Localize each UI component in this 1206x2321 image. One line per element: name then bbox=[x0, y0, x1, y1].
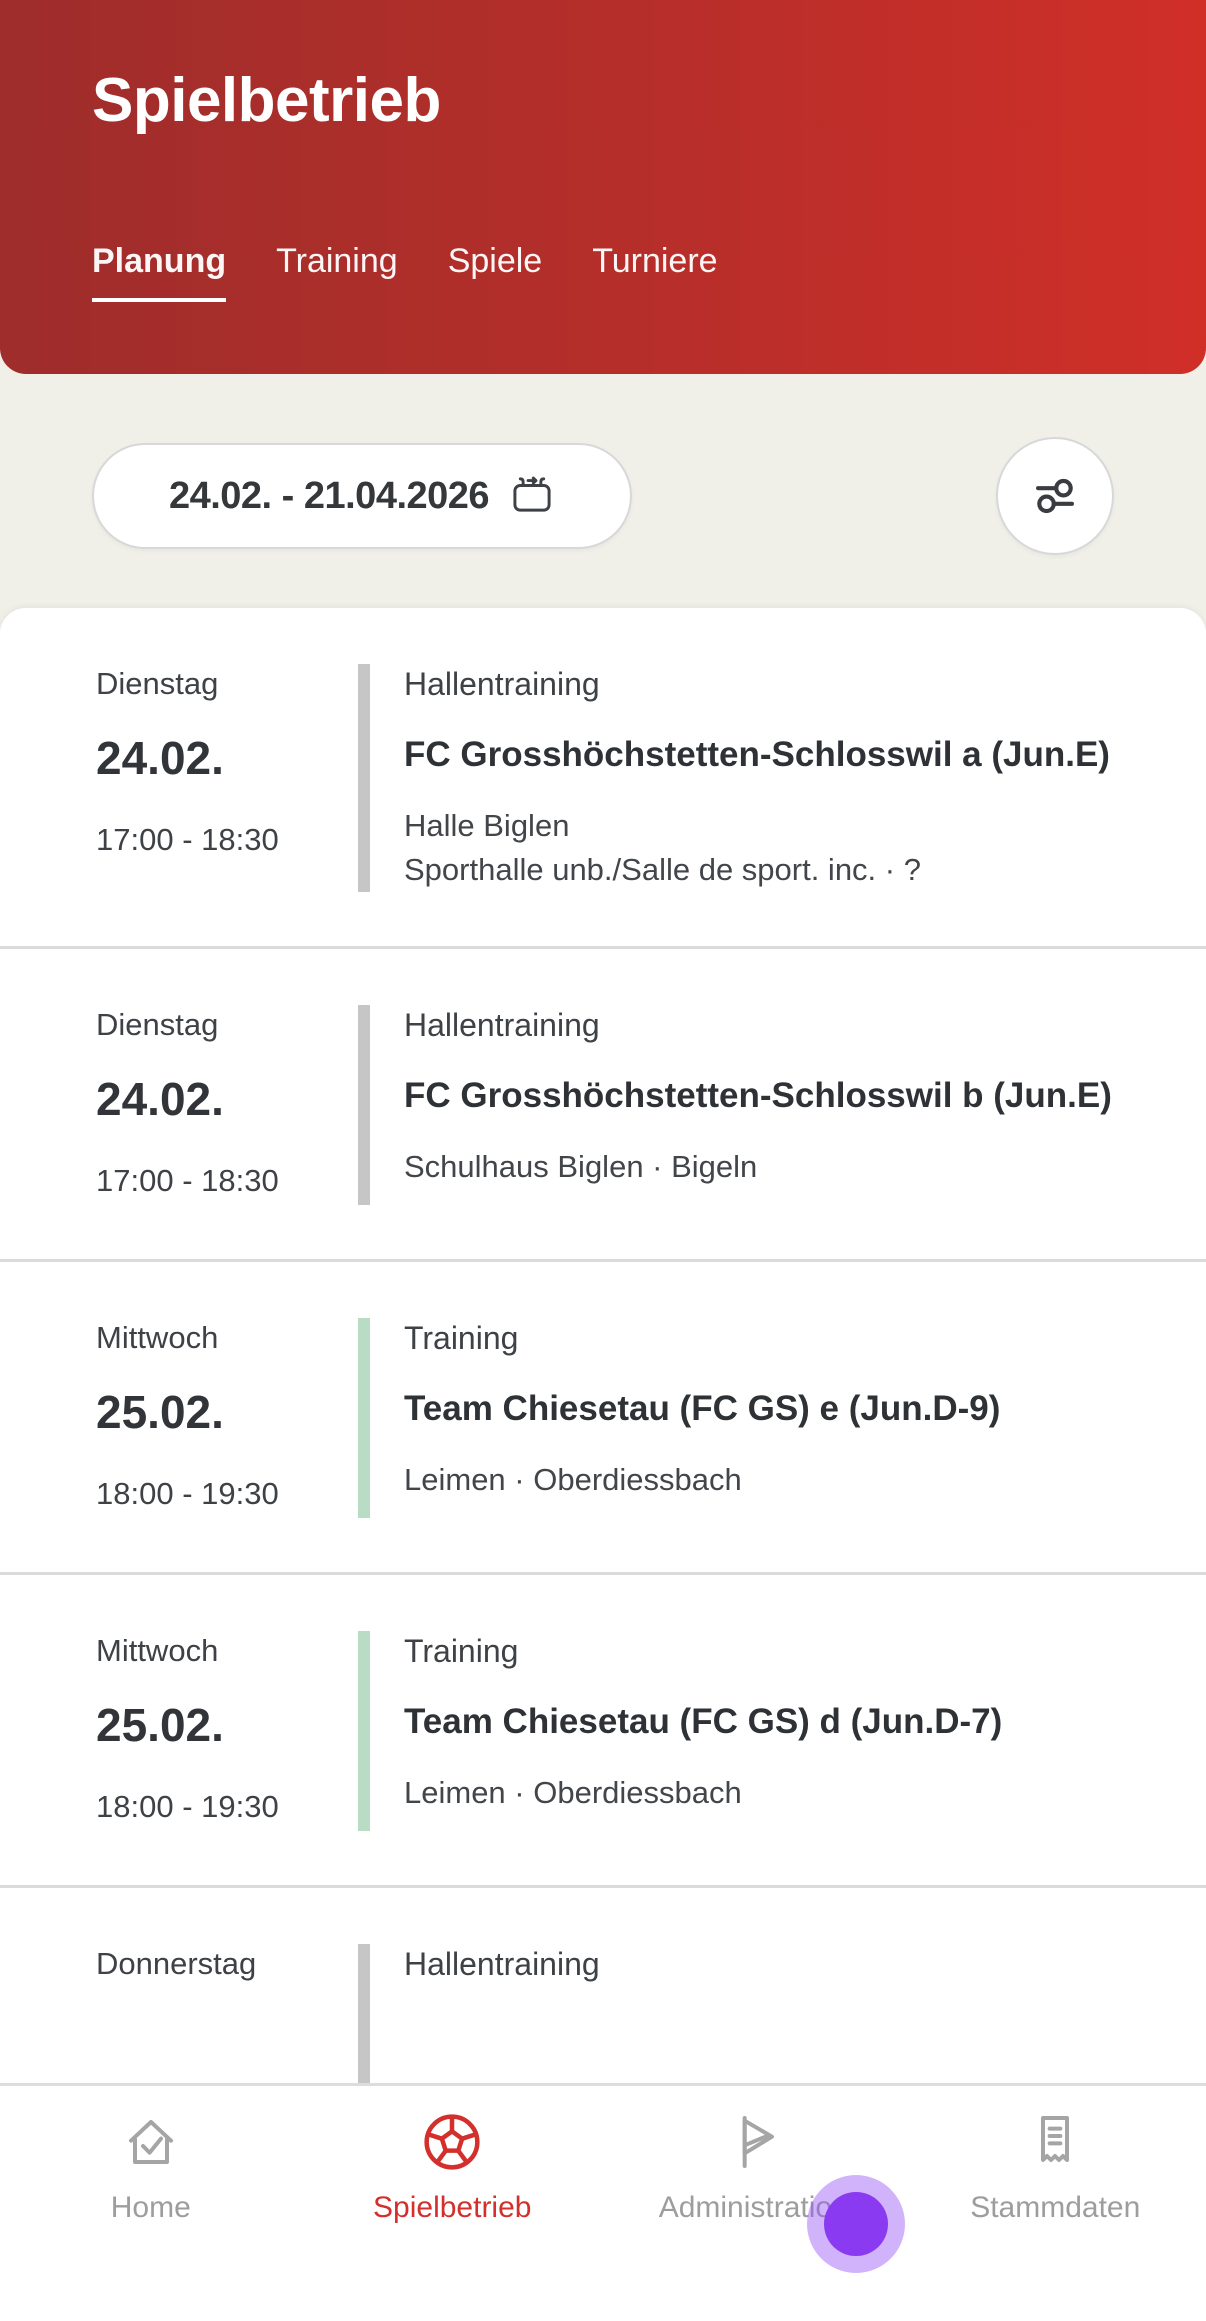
event-row[interactable]: Dienstag 24.02. 17:00 - 18:30 Hallentrai… bbox=[0, 608, 1206, 949]
tab-bar: Planung Training Spiele Turniere bbox=[92, 240, 1114, 302]
nav-item-stammdaten[interactable]: Stammdaten bbox=[905, 2086, 1206, 2321]
event-type-label: Training bbox=[404, 1633, 519, 1669]
event-title: FC Grosshöchstetten-Schlosswil b (Jun.E) bbox=[404, 1076, 1112, 1115]
date-range-button[interactable]: 24.02. - 21.04.2026 bbox=[92, 443, 632, 549]
event-type-label: Hallentraining bbox=[404, 1007, 600, 1043]
tab-spiele[interactable]: Spiele bbox=[447, 242, 543, 280]
nav-label-spielbetrieb: Spielbetrieb bbox=[373, 2191, 532, 2224]
event-location-detail: Sporthalle unb./Salle de sport. inc. · ? bbox=[404, 852, 921, 887]
pennant-flag-icon bbox=[722, 2110, 786, 2174]
event-day-label: Dienstag bbox=[96, 1007, 219, 1042]
calendar-range-icon bbox=[509, 473, 555, 519]
event-type-bar: Training Team Chiesetau (FC GS) d (Jun.D… bbox=[358, 1631, 1206, 1831]
event-location: Leimen · Oberdiessbach bbox=[404, 1462, 742, 1497]
event-type-bar: Hallentraining FC Grosshöchstetten-Schlo… bbox=[358, 1005, 1206, 1205]
event-type-label: Training bbox=[404, 1320, 519, 1356]
event-day-label: Donnerstag bbox=[96, 1946, 257, 1981]
event-title: Team Chiesetau (FC GS) d (Jun.D-7) bbox=[404, 1702, 1003, 1741]
event-list: Dienstag 24.02. 17:00 - 18:30 Hallentrai… bbox=[0, 608, 1206, 2198]
event-time-label: 17:00 - 18:30 bbox=[96, 822, 279, 857]
event-when: Mittwoch 25.02. 18:00 - 19:30 bbox=[96, 1318, 358, 1514]
tab-turniere[interactable]: Turniere bbox=[592, 242, 718, 280]
event-row[interactable]: Dienstag 24.02. 17:00 - 18:30 Hallentrai… bbox=[0, 949, 1206, 1262]
event-location: Halle Biglen bbox=[404, 808, 570, 843]
filter-button[interactable] bbox=[996, 437, 1114, 555]
event-time-label: 17:00 - 18:30 bbox=[96, 1163, 279, 1198]
event-type-bar: Hallentraining FC Grosshöchstetten-Schlo… bbox=[358, 664, 1206, 892]
tab-training[interactable]: Training bbox=[276, 242, 398, 280]
event-row[interactable]: Mittwoch 25.02. 18:00 - 19:30 Training T… bbox=[0, 1575, 1206, 1888]
event-when: Dienstag 24.02. 17:00 - 18:30 bbox=[96, 1005, 358, 1201]
event-date-label: 25.02. bbox=[96, 1699, 224, 1751]
tune-sliders-icon bbox=[1026, 467, 1084, 525]
event-title: FC Grosshöchstetten-Schlosswil a (Jun.E) bbox=[404, 735, 1110, 774]
bottom-nav: Home Spielbetrieb bbox=[0, 2083, 1206, 2321]
nav-item-home[interactable]: Home bbox=[0, 2086, 302, 2321]
event-date-label: 24.02. bbox=[96, 732, 224, 784]
event-location: Leimen · Oberdiessbach bbox=[404, 1775, 742, 1810]
receipt-icon bbox=[1023, 2110, 1087, 2174]
home-check-icon bbox=[119, 2110, 183, 2174]
nav-label-stammdaten: Stammdaten bbox=[970, 2191, 1141, 2224]
event-type-label: Hallentraining bbox=[404, 1946, 600, 1982]
event-when: Donnerstag bbox=[96, 1944, 358, 1984]
filter-row: 24.02. - 21.04.2026 bbox=[0, 437, 1206, 555]
event-date-label: 25.02. bbox=[96, 1386, 224, 1438]
event-type-label: Hallentraining bbox=[404, 666, 600, 702]
event-title: Team Chiesetau (FC GS) e (Jun.D-9) bbox=[404, 1389, 1001, 1428]
event-when: Mittwoch 25.02. 18:00 - 19:30 bbox=[96, 1631, 358, 1827]
nav-label-administration: Administration bbox=[658, 2191, 849, 2224]
nav-item-spielbetrieb[interactable]: Spielbetrieb bbox=[302, 2086, 604, 2321]
event-row[interactable]: Mittwoch 25.02. 18:00 - 19:30 Training T… bbox=[0, 1262, 1206, 1575]
event-day-label: Mittwoch bbox=[96, 1320, 219, 1355]
page-title: Spielbetrieb bbox=[92, 66, 441, 135]
tab-planung[interactable]: Planung bbox=[92, 240, 227, 302]
event-type-bar: Training Team Chiesetau (FC GS) e (Jun.D… bbox=[358, 1318, 1206, 1518]
app-header: Spielbetrieb Planung Training Spiele Tur… bbox=[0, 0, 1206, 374]
event-type-bar: Hallentraining bbox=[358, 1944, 1206, 2144]
event-time-label: 18:00 - 19:30 bbox=[96, 1789, 279, 1824]
soccer-ball-icon bbox=[420, 2110, 484, 2174]
event-location: Schulhaus Biglen · Bigeln bbox=[404, 1149, 758, 1184]
nav-item-administration[interactable]: Administration bbox=[603, 2086, 905, 2321]
event-day-label: Mittwoch bbox=[96, 1633, 219, 1668]
event-day-label: Dienstag bbox=[96, 666, 219, 701]
event-when: Dienstag 24.02. 17:00 - 18:30 bbox=[96, 664, 358, 860]
date-range-label: 24.02. - 21.04.2026 bbox=[168, 474, 490, 517]
event-time-label: 18:00 - 19:30 bbox=[96, 1476, 279, 1511]
event-date-label: 24.02. bbox=[96, 1073, 224, 1125]
nav-label-home: Home bbox=[110, 2191, 191, 2224]
